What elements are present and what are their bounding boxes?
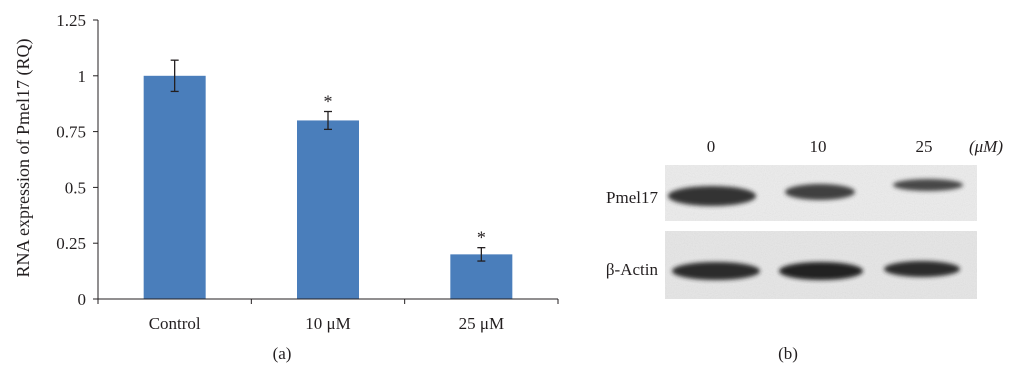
- x-tick-label: Control: [149, 314, 201, 333]
- y-axis-ticks: 0 0.25 0.5 0.75 1 1.25: [56, 11, 559, 309]
- panel-label-b: (b): [778, 344, 798, 363]
- y-axis-label: RNA expression of Pmel17 (RQ): [13, 39, 34, 278]
- x-tick-label: 10 μM: [305, 314, 350, 333]
- blot-strip-pmel17: [665, 165, 977, 221]
- y-tick-label: 0.5: [65, 178, 86, 197]
- unit-label: (μM): [969, 137, 1003, 156]
- band-pmel17-lane-10: [785, 184, 855, 200]
- blot-strip-beta-actin: [665, 231, 977, 299]
- significance-star: *: [324, 92, 333, 112]
- bar: [450, 254, 513, 299]
- y-tick-label: 1.25: [56, 11, 86, 30]
- row-label-beta-actin: β-Actin: [606, 260, 659, 279]
- panel-label-a: (a): [273, 344, 292, 363]
- significance-star: *: [477, 228, 486, 248]
- y-tick-label: 0.25: [56, 234, 86, 253]
- x-axis-tick-labels: Control 10 μM 25 μM: [149, 314, 504, 333]
- x-tick-label: 25 μM: [459, 314, 504, 333]
- band-pmel17-lane-25: [893, 179, 963, 191]
- bar: [143, 75, 206, 299]
- error-bars: [170, 59, 486, 262]
- y-tick-label: 0: [78, 290, 87, 309]
- band-actin-lane-25: [884, 261, 960, 277]
- band-actin-lane-10: [779, 262, 863, 280]
- y-tick-label: 1: [78, 67, 87, 86]
- row-label-pmel17: Pmel17: [606, 188, 658, 207]
- bars: [143, 75, 513, 299]
- bar: [297, 120, 359, 299]
- western-blot: 0 10 25 (μM) Pmel17 β-Actin (b): [606, 137, 1003, 363]
- significance-markers: **: [324, 92, 486, 248]
- lane-label-25: 25: [916, 137, 933, 156]
- y-tick-label: 0.75: [56, 123, 86, 142]
- band-pmel17-lane-0: [668, 186, 756, 206]
- lane-label-10: 10: [810, 137, 827, 156]
- band-actin-lane-0: [672, 262, 760, 280]
- lane-label-0: 0: [707, 137, 716, 156]
